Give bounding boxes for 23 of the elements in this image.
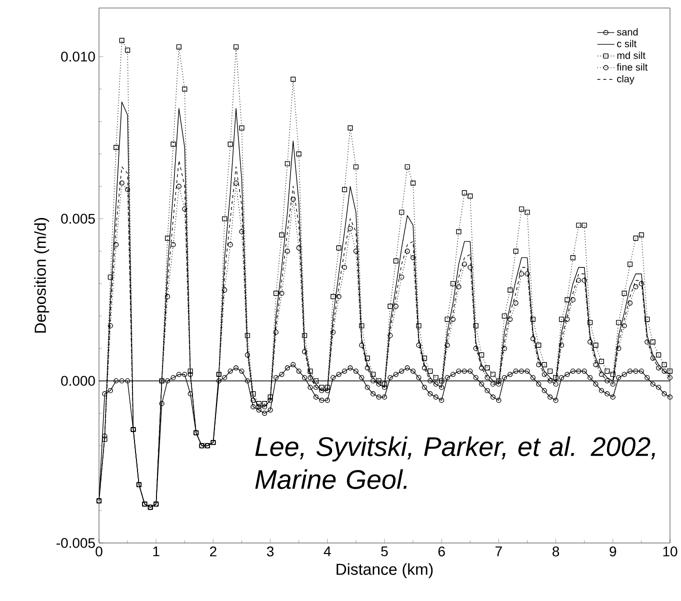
x-tick-label: 8 bbox=[552, 546, 560, 556]
x-tick-label: 1 bbox=[153, 546, 160, 556]
y-tick-label: 0.005 bbox=[61, 214, 95, 224]
legend-label: sand bbox=[616, 28, 638, 36]
annotation: Lee, Syvitski, Parker, et al. 2002, Marine Geol. bbox=[255, 436, 655, 490]
x-tick-label: 4 bbox=[324, 546, 331, 556]
x-tick-label: 3 bbox=[266, 546, 274, 556]
legend-label: fine silt bbox=[616, 63, 648, 71]
legend-label: clay bbox=[617, 75, 634, 84]
x-axis-title: Distance (km) bbox=[336, 563, 433, 578]
y-tick-label: 0.000 bbox=[61, 376, 95, 386]
x-tick-label: 7 bbox=[496, 546, 502, 556]
y-axis-title: Deposition (m/d) bbox=[34, 218, 50, 333]
y-tick-label: -0.005 bbox=[56, 538, 95, 548]
x-tick-label: 10 bbox=[663, 546, 678, 556]
legend-label: c silt bbox=[617, 40, 637, 48]
x-tick-label: 6 bbox=[438, 546, 445, 556]
x-tick-label: 0 bbox=[96, 546, 102, 556]
x-tick-label: 2 bbox=[210, 546, 216, 556]
legend-label: md silt bbox=[617, 52, 646, 59]
x-tick-label: 9 bbox=[610, 546, 616, 556]
x-tick-label: 5 bbox=[381, 546, 388, 556]
y-tick-label: 0.010 bbox=[61, 52, 95, 62]
